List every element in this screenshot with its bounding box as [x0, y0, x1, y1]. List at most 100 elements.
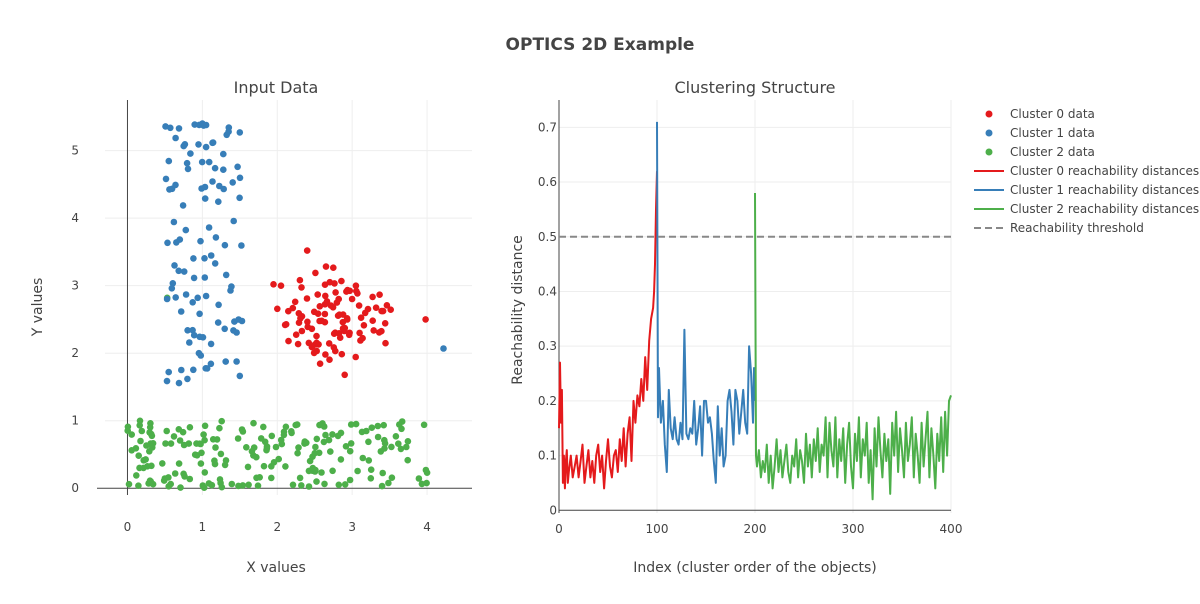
clustering-structure-xtick: 400: [940, 522, 963, 536]
legend-item-cluster-0-data[interactable]: Cluster 0 data: [985, 107, 1095, 121]
scatter-point-cluster-2: [177, 484, 184, 491]
scatter-point-cluster-1: [440, 345, 447, 352]
scatter-point-cluster-2: [268, 432, 276, 440]
scatter-point-cluster-2: [298, 482, 305, 489]
scatter-point-cluster-0: [316, 360, 324, 368]
scatter-point-cluster-0: [352, 353, 360, 361]
scatter-point-cluster-2: [346, 476, 354, 484]
scatter-point-cluster-1: [209, 139, 216, 147]
clustering-structure-xtick: 200: [744, 522, 767, 536]
scatter-point-cluster-0: [332, 347, 339, 355]
scatter-point-cluster-2: [167, 480, 174, 488]
scatter-point-cluster-0: [353, 287, 360, 295]
reachability-line-cluster-1: [656, 121, 756, 484]
scatter-point-cluster-1: [236, 129, 244, 136]
scatter-point-cluster-0: [332, 289, 339, 296]
scatter-point-cluster-0: [322, 351, 329, 358]
scatter-point-cluster-2: [250, 419, 257, 427]
scatter-point-cluster-0: [357, 314, 365, 322]
scatter-point-cluster-2: [185, 440, 193, 447]
scatter-point-cluster-1: [222, 271, 230, 279]
scatter-point-cluster-0: [355, 302, 363, 309]
scatter-point-cluster-2: [200, 484, 208, 492]
scatter-point-cluster-2: [136, 417, 144, 425]
input-data-title: Input Data: [234, 78, 319, 97]
scatter-point-cluster-2: [294, 449, 301, 457]
scatter-point-cluster-1: [195, 141, 202, 148]
scatter-point-cluster-0: [325, 340, 333, 347]
legend-item-cluster-2-reachability[interactable]: Cluster 2 reachability distances: [974, 202, 1199, 216]
scatter-point-cluster-0: [341, 371, 349, 379]
scatter-point-cluster-2: [135, 482, 142, 490]
scatter-point-cluster-0: [339, 325, 347, 332]
scatter-point-cluster-0: [381, 320, 389, 327]
scatter-point-cluster-2: [347, 421, 355, 428]
input-data-xlabel: X values: [246, 560, 306, 576]
scatter-point-cluster-0: [295, 310, 303, 317]
scatter-point-cluster-2: [312, 443, 319, 451]
scatter-point-cluster-2: [179, 428, 187, 436]
legend-item-cluster-2-data[interactable]: Cluster 2 data: [985, 145, 1095, 159]
scatter-point-cluster-0: [277, 282, 285, 290]
scatter-point-cluster-2: [415, 475, 423, 482]
scatter-point-cluster-1: [163, 295, 171, 303]
scatter-point-cluster-2: [254, 482, 262, 490]
legend-marker-cluster-1: [985, 129, 993, 137]
scatter-point-cluster-2: [388, 443, 395, 451]
scatter-point-cluster-2: [167, 440, 175, 447]
scatter-point-cluster-2: [368, 424, 376, 432]
legend-item-cluster-0-reachability[interactable]: Cluster 0 reachability distances: [974, 164, 1199, 178]
scatter-point-cluster-0: [369, 293, 376, 301]
reachability-line-cluster-2: [754, 192, 952, 501]
scatter-point-cluster-1: [207, 340, 215, 348]
scatter-point-cluster-1: [215, 198, 222, 205]
scatter-point-cluster-2: [354, 467, 361, 475]
scatter-point-cluster-1: [175, 267, 182, 275]
scatter-point-cluster-1: [201, 274, 209, 281]
input-data-ytick: 1: [71, 414, 79, 428]
scatter-point-cluster-2: [217, 450, 225, 458]
scatter-point-cluster-1: [183, 159, 191, 167]
scatter-point-cluster-0: [321, 281, 329, 289]
scatter-point-cluster-1: [184, 165, 192, 173]
scatter-point-cluster-1: [186, 339, 193, 346]
scatter-point-cluster-0: [369, 317, 377, 325]
scatter-point-cluster-2: [208, 481, 216, 489]
scatter-point-cluster-1: [162, 175, 170, 183]
clustering-structure-panel: Clustering Structure 0 100 200 300 400 0 0.1 0.…: [510, 78, 962, 576]
scatter-point-cluster-2: [381, 440, 389, 447]
scatter-point-cluster-1: [175, 125, 183, 132]
scatter-point-cluster-0: [274, 305, 281, 313]
legend-label-cluster-2-data: Cluster 2 data: [1010, 145, 1095, 159]
scatter-point-cluster-2: [175, 460, 183, 467]
legend-marker-cluster-2: [985, 148, 993, 156]
legend-item-cluster-1-reachability[interactable]: Cluster 1 reachability distances: [974, 183, 1199, 197]
scatter-point-cluster-1: [201, 195, 209, 202]
scatter-point-cluster-2: [289, 481, 297, 489]
scatter-point-cluster-1: [228, 283, 235, 290]
scatter-point-cluster-1: [187, 150, 194, 157]
clustering-structure-ytick: 0.5: [538, 230, 557, 244]
scatter-point-cluster-2: [221, 461, 229, 469]
clustering-structure-ytick: 0.7: [538, 120, 557, 134]
scatter-point-cluster-0: [304, 318, 311, 326]
scatter-point-cluster-1: [221, 241, 229, 249]
scatter-point-cluster-1: [165, 368, 172, 376]
legend-item-threshold[interactable]: Reachability threshold: [974, 221, 1144, 235]
scatter-point-cluster-1: [235, 316, 242, 323]
scatter-point-cluster-1: [170, 218, 178, 226]
scatter-point-cluster-2: [374, 433, 382, 441]
scatter-point-cluster-1: [225, 128, 232, 135]
scatter-point-cluster-2: [162, 440, 169, 447]
scatter-point-cluster-2: [143, 442, 150, 449]
scatter-point-cluster-1: [202, 121, 210, 129]
scatter-point-cluster-1: [233, 329, 240, 336]
scatter-point-cluster-2: [160, 477, 168, 484]
scatter-point-cluster-0: [314, 291, 322, 298]
scatter-point-cluster-2: [385, 479, 392, 487]
scatter-point-cluster-2: [133, 472, 140, 479]
scatter-point-cluster-1: [181, 141, 189, 148]
scatter-point-cluster-2: [388, 474, 396, 482]
legend-item-cluster-1-data[interactable]: Cluster 1 data: [985, 126, 1095, 140]
scatter-point-cluster-2: [268, 474, 275, 482]
